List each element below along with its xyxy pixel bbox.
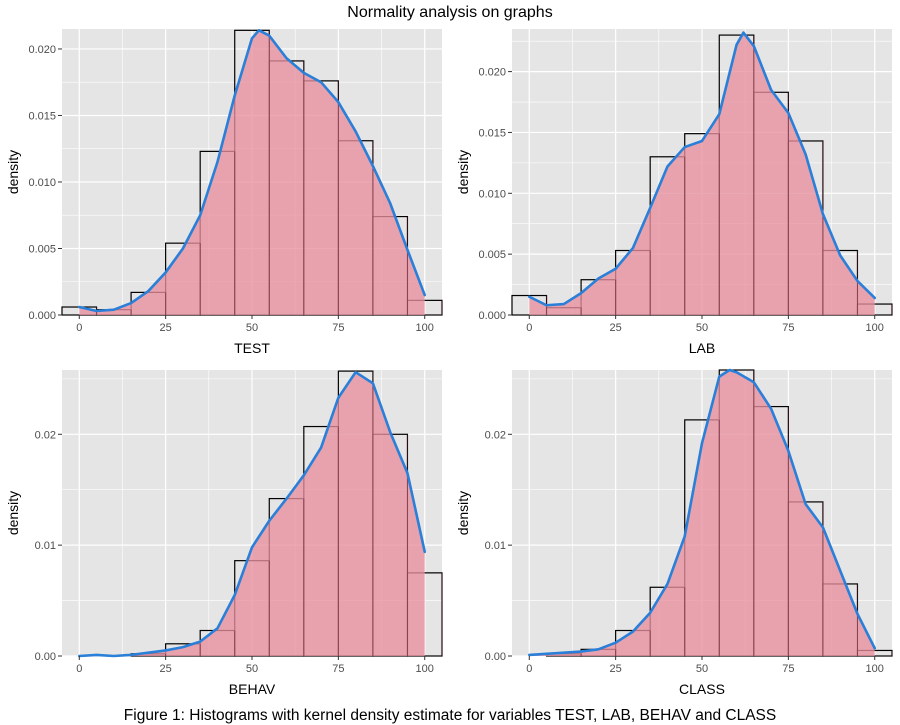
x-tick-label: 75 [332, 322, 344, 334]
y-axis-title: density [455, 491, 471, 535]
y-tick-label: 0.000 [478, 310, 506, 322]
x-tick-label: 25 [160, 322, 172, 334]
y-tick-label: 0.005 [478, 249, 506, 261]
panel-test: 0 25 50 75 100 0.000 0.005 0.010 0.015 0.020 TEST d… [5, 29, 443, 356]
x-tick-label: 100 [416, 663, 434, 675]
density-curve [77, 370, 427, 658]
x-tick-label: 0 [76, 663, 82, 675]
x-axis-title: CLASS [679, 681, 725, 697]
density-curve [527, 31, 877, 307]
y-tick-label: 0.01 [35, 540, 56, 552]
y-tick-label: 0.00 [35, 651, 56, 663]
x-tick-label: 75 [782, 322, 794, 334]
x-tick-label: 100 [866, 322, 884, 334]
x-tick-label: 50 [246, 322, 258, 334]
x-tick-label: 100 [866, 663, 884, 675]
y-tick-label: 0.015 [28, 110, 56, 122]
y-tick-label: 0.02 [485, 429, 506, 441]
x-tick-label: 0 [76, 322, 82, 334]
x-tick-label: 25 [610, 322, 622, 334]
x-tick-label: 25 [610, 663, 622, 675]
y-tick-label: 0.010 [478, 188, 506, 200]
y-tick-label: 0.01 [485, 540, 506, 552]
x-tick-label: 75 [332, 663, 344, 675]
x-tick-label: 0 [526, 322, 532, 334]
panel-behav: 0 25 50 75 100 0.00 0.01 0.02 BEHAV density [5, 370, 443, 697]
figure-caption: Figure 1: Histograms with kernel density… [124, 707, 776, 724]
y-axis-title: density [455, 150, 471, 194]
density-curve [527, 368, 877, 657]
x-axis-title: BEHAV [229, 681, 276, 697]
y-tick-label: 0.00 [485, 651, 506, 663]
y-tick-label: 0.005 [28, 243, 56, 255]
y-axis-title: density [5, 150, 21, 194]
y-tick-label: 0.010 [28, 177, 56, 189]
density-curve [77, 29, 427, 313]
panel-class: 0 25 50 75 100 0.00 0.01 0.02 CLASS density [455, 368, 893, 697]
y-tick-label: 0.020 [28, 44, 56, 56]
x-tick-label: 25 [160, 663, 172, 675]
y-tick-label: 0.015 [478, 127, 506, 139]
x-tick-label: 50 [246, 663, 258, 675]
x-axis-title: LAB [689, 340, 715, 356]
x-tick-label: 50 [696, 322, 708, 334]
y-tick-label: 0.02 [35, 429, 56, 441]
figure-title: Normality analysis on graphs [347, 4, 552, 21]
y-axis-title: density [5, 491, 21, 535]
x-tick-label: 0 [526, 663, 532, 675]
x-tick-label: 75 [782, 663, 794, 675]
y-tick-label: 0.020 [478, 67, 506, 79]
x-tick-label: 100 [416, 322, 434, 334]
y-tick-label: 0.000 [28, 310, 56, 322]
x-tick-label: 50 [696, 663, 708, 675]
panel-lab: 0 25 50 75 100 0.000 0.005 0.010 0.015 0.020 LAB de… [455, 29, 893, 356]
x-axis-title: TEST [234, 340, 270, 356]
panels-group: 0 25 50 75 1000.0000.0050.0100.0150.020TESTd… [5, 29, 893, 697]
